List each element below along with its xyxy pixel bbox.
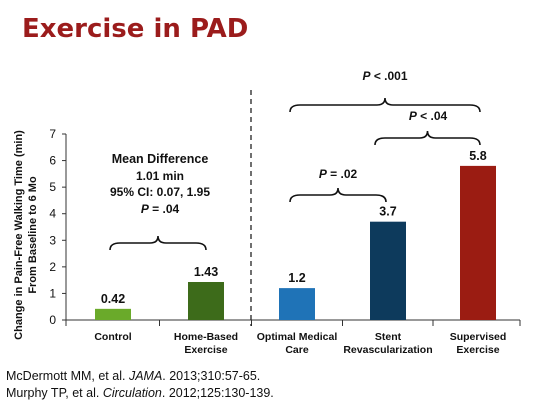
- x-category-label: Optimal Medical: [257, 331, 338, 343]
- annotation-p-stent-supervised: P < .04: [409, 109, 448, 123]
- reference-2-journal: Circulation: [102, 386, 162, 400]
- y-tick-label: 0: [49, 313, 56, 327]
- bar-value-label: 1.2: [288, 271, 305, 285]
- annotation-p-omc-supervised: P < .001: [362, 69, 407, 83]
- y-axis-label: From Baseline to 6 Mo: [27, 176, 39, 294]
- bar: [95, 308, 131, 320]
- annotation-mean-difference-value: 1.01 min: [136, 169, 184, 183]
- brace-control-home: [109, 235, 207, 251]
- y-axis-label: Change in Pain-Free Walking Time (min): [13, 130, 25, 340]
- annotation-p-omc-stent: P = .02: [319, 167, 358, 181]
- x-category-label: Supervised: [450, 331, 507, 343]
- reference-2: Murphy TP, et al. Circulation. 2012;125:…: [6, 385, 274, 402]
- y-tick-label: 5: [49, 180, 56, 194]
- brace-omc-stent: [289, 187, 387, 203]
- reference-2-citation: . 2012;125:130-139.: [161, 386, 274, 400]
- bar-value-label: 1.43: [194, 265, 218, 279]
- x-category-label: Control: [94, 331, 131, 343]
- bar: [460, 165, 496, 320]
- reference-1-citation: . 2013;310:57-65.: [162, 369, 261, 383]
- references: McDermott MM, et al. JAMA. 2013;310:57-6…: [6, 368, 274, 402]
- x-category-label: Exercise: [184, 344, 227, 356]
- bar-value-label: 0.42: [101, 292, 125, 306]
- y-tick-label: 1: [49, 286, 56, 300]
- annotation-mean-difference-ci: 95% CI: 0.07, 1.95: [110, 185, 210, 199]
- reference-1-journal: JAMA: [128, 369, 163, 383]
- reference-1-authors: McDermott MM, et al.: [6, 369, 129, 383]
- bar: [279, 288, 315, 320]
- bar: [370, 221, 406, 320]
- annotation-mean-difference-p: P = .04: [141, 202, 180, 216]
- x-category-label: Revascularization: [343, 344, 432, 356]
- y-tick-label: 4: [49, 207, 56, 221]
- annotation-mean-difference-title: Mean Difference: [112, 152, 209, 166]
- y-tick-label: 6: [49, 154, 56, 168]
- x-category-label: Exercise: [456, 344, 499, 356]
- y-tick-label: 3: [49, 233, 56, 247]
- y-tick-label: 2: [49, 260, 56, 274]
- brace-omc-supervised: [289, 97, 481, 113]
- y-tick-label: 7: [49, 127, 56, 141]
- x-category-label: Stent: [375, 331, 402, 343]
- x-category-label: Care: [285, 344, 309, 356]
- x-category-label: Home-Based: [174, 331, 238, 343]
- brace-stent-supervised: [374, 130, 481, 146]
- reference-2-authors: Murphy TP, et al.: [6, 386, 103, 400]
- reference-1: McDermott MM, et al. JAMA. 2013;310:57-6…: [6, 368, 274, 385]
- bar: [188, 282, 224, 320]
- slide-title: Exercise in PAD: [22, 14, 249, 44]
- bar-value-label: 5.8: [469, 149, 486, 163]
- bar-value-label: 3.7: [379, 205, 396, 219]
